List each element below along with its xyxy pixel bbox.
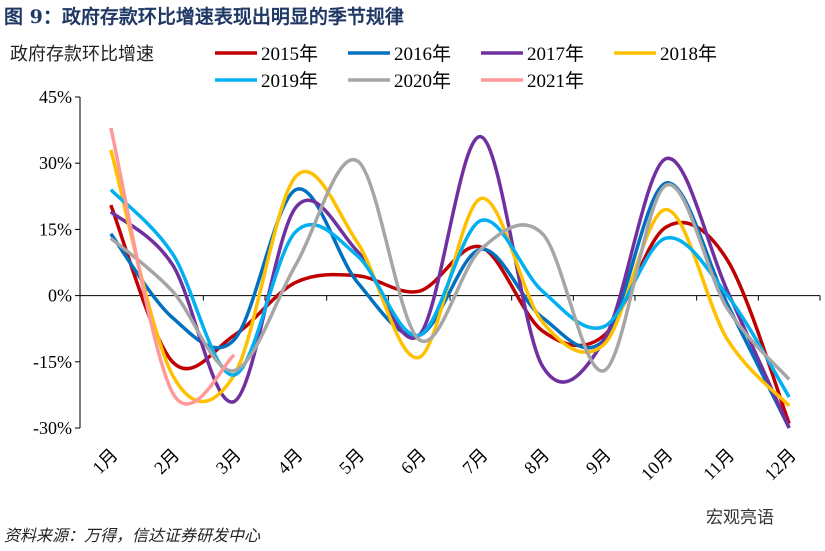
- source-note: 资料来源：万得，信达证券研发中心: [4, 526, 261, 545]
- x-tick-label: 5月: [335, 445, 368, 478]
- series-line: [109, 188, 791, 399]
- x-tick-label: 7月: [458, 445, 491, 478]
- legend-label: 2017年: [527, 43, 584, 65]
- y-tick-label: 30%: [39, 153, 72, 173]
- legend-label: 2015年: [261, 43, 318, 65]
- series-line: [109, 135, 791, 429]
- series-line: [109, 127, 236, 406]
- x-tick-label: 9月: [582, 445, 615, 478]
- legend-label: 2018年: [660, 43, 717, 65]
- y-tick-label: 0%: [48, 286, 72, 306]
- x-tick-label: 6月: [397, 445, 430, 478]
- y-tick-label: 15%: [39, 219, 72, 239]
- y-axis-label: 政府存款环比增速: [10, 44, 154, 65]
- x-tick-label: 4月: [273, 445, 306, 478]
- legend-label: 2021年: [527, 70, 584, 92]
- legend-label: 2020年: [394, 70, 451, 92]
- y-tick-label: 45%: [39, 87, 72, 107]
- y-tick-label: -30%: [33, 418, 72, 438]
- y-tick-label: -15%: [33, 352, 72, 372]
- watermark: 宏观亮语: [706, 508, 774, 528]
- x-tick-label: 3月: [212, 445, 245, 478]
- x-tick-label: 2月: [150, 445, 183, 478]
- legend-label: 2019年: [261, 70, 318, 92]
- x-tick-label: 10月: [637, 445, 677, 485]
- x-tick-label: 12月: [760, 445, 800, 485]
- x-tick-label: 8月: [520, 445, 553, 478]
- series-line: [109, 158, 791, 381]
- chart-title: 图 9：政府存款环比增速表现出明显的季节规律: [4, 6, 404, 28]
- x-tick-label: 1月: [88, 445, 121, 478]
- legend-label: 2016年: [394, 43, 451, 65]
- x-tick-label: 11月: [699, 445, 738, 484]
